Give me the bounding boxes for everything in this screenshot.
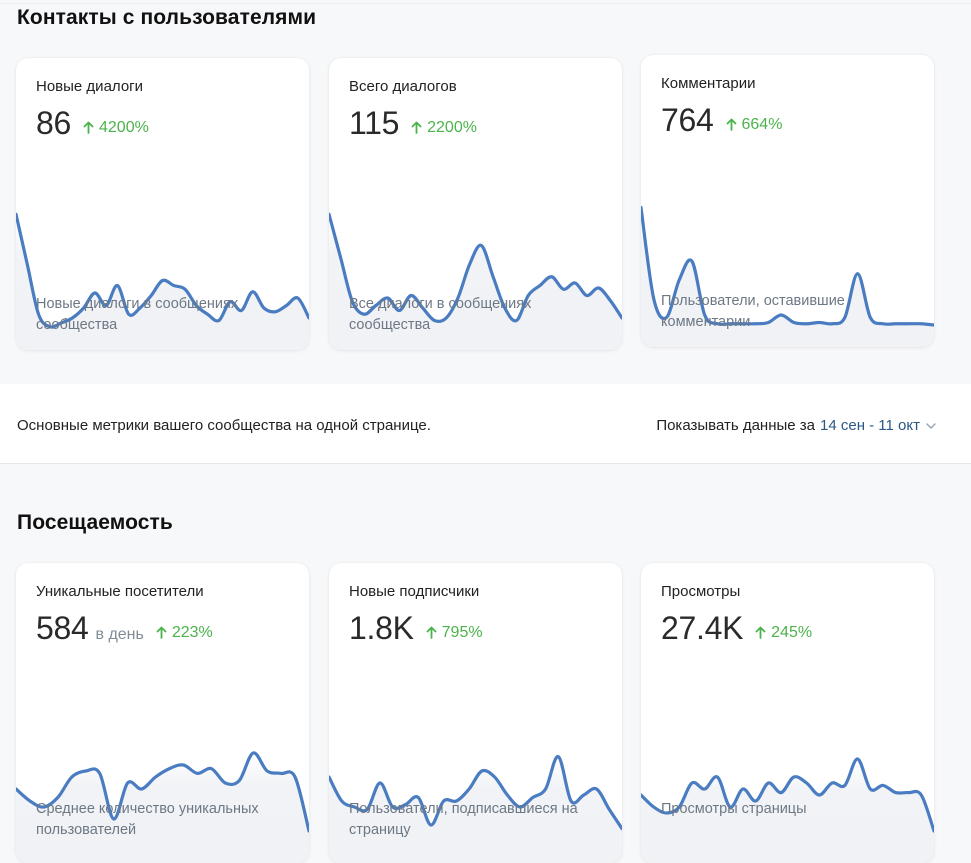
card-unit: в день xyxy=(95,626,144,643)
arrow-up-icon xyxy=(411,121,422,134)
stat-card-total-dialogs[interactable]: Всего диалогов 115 2200% Все диалоги в с… xyxy=(329,58,622,350)
sparkline-line xyxy=(641,205,934,327)
growth-badge: 245% xyxy=(755,624,812,642)
card-value: 115 xyxy=(349,105,400,141)
stat-card-comments[interactable]: Комментарии 764 664% Пользователи, остав… xyxy=(641,55,934,347)
card-value: 584 xyxy=(36,610,89,646)
growth-percent: 664% xyxy=(741,115,783,133)
sparkline-line xyxy=(329,212,622,324)
arrow-up-icon xyxy=(156,626,167,639)
sparkline-line xyxy=(641,757,934,833)
chevron-down-icon[interactable] xyxy=(926,422,936,429)
arrow-up-icon xyxy=(426,626,437,639)
stat-card-unique-visitors[interactable]: Уникальные посетители 584 в день 223% Ср… xyxy=(16,563,309,863)
growth-badge: 664% xyxy=(726,115,783,134)
period-label: Показывать данные за xyxy=(656,417,815,434)
stat-card-new-subscribers[interactable]: Новые подписчики 1.8K 795% Пользователи,… xyxy=(329,563,622,863)
card-description: Просмотры страницы xyxy=(661,801,807,817)
growth-badge: 2200% xyxy=(411,119,477,137)
sparkline-line xyxy=(16,751,309,833)
card-title: Комментарии xyxy=(661,75,756,92)
card-value-row: 1.8K 795% xyxy=(349,610,483,647)
sparkline-chart xyxy=(329,212,622,350)
sparkline-line xyxy=(16,212,309,329)
sparkline-area xyxy=(16,752,309,863)
growth-percent: 223% xyxy=(171,623,213,641)
sparkline-chart xyxy=(16,212,309,350)
card-value: 764 xyxy=(661,102,714,138)
card-value-row: 764 664% xyxy=(661,102,782,139)
card-title: Всего диалогов xyxy=(349,78,457,95)
sparkline-chart xyxy=(16,751,309,863)
top-divider xyxy=(0,3,971,4)
card-value-row: 27.4K 245% xyxy=(661,610,812,647)
growth-percent: 4200% xyxy=(99,118,149,136)
section-title-contacts: Контакты с пользователями xyxy=(17,6,317,29)
sparkline-chart xyxy=(329,754,622,863)
card-description: Пользователи, подписавшиеся на страницу xyxy=(349,801,578,838)
arrow-up-icon xyxy=(755,626,766,639)
period-range-link[interactable]: 14 сен - 11 окт xyxy=(820,417,920,434)
growth-badge: 223% xyxy=(156,624,213,642)
toolbar-description: Основные метрики вашего сообщества на од… xyxy=(17,417,431,434)
period-toolbar: Основные метрики вашего сообщества на од… xyxy=(0,384,971,464)
sparkline-area xyxy=(641,207,934,347)
card-description: Все диалоги в сообщениях сообщества xyxy=(349,296,532,333)
card-description: Среднее количество уникальных пользовате… xyxy=(36,801,259,838)
growth-percent: 2200% xyxy=(427,118,477,136)
growth-percent: 245% xyxy=(771,623,813,641)
sparkline-area xyxy=(329,214,622,350)
stat-card-new-dialogs[interactable]: Новые диалоги 86 4200% Новые диалоги в с… xyxy=(16,58,309,350)
growth-badge: 795% xyxy=(426,624,483,642)
arrow-up-icon xyxy=(726,118,736,131)
card-title: Новые диалоги xyxy=(36,78,144,95)
period-selector[interactable]: Показывать данные за 14 сен - 11 окт xyxy=(656,417,936,434)
card-value-row: 86 4200% xyxy=(36,105,149,142)
card-value: 86 xyxy=(36,105,71,141)
sparkline-chart xyxy=(641,757,934,863)
sparkline-chart xyxy=(641,205,934,347)
card-value: 27.4K xyxy=(661,610,744,646)
card-value: 1.8K xyxy=(349,610,414,646)
section-title-attendance: Посещаемость xyxy=(17,511,173,534)
arrow-up-icon xyxy=(83,121,94,134)
sparkline-area xyxy=(641,758,934,863)
card-title: Уникальные посетители xyxy=(36,583,204,600)
growth-percent: 795% xyxy=(441,623,483,641)
card-title: Просмотры xyxy=(661,583,741,600)
card-description: Пользователи, оставившие комментарии xyxy=(661,293,845,330)
growth-badge: 4200% xyxy=(83,119,149,137)
card-value-row: 115 2200% xyxy=(349,105,477,142)
card-description: Новые диалоги в сообщениях сообщества xyxy=(36,296,239,333)
card-value-row: 584 в день 223% xyxy=(36,610,213,647)
card-title: Новые подписчики xyxy=(349,583,480,600)
sparkline-line xyxy=(329,754,622,831)
stat-card-views[interactable]: Просмотры 27.4K 245% Просмотры страницы xyxy=(641,563,934,863)
